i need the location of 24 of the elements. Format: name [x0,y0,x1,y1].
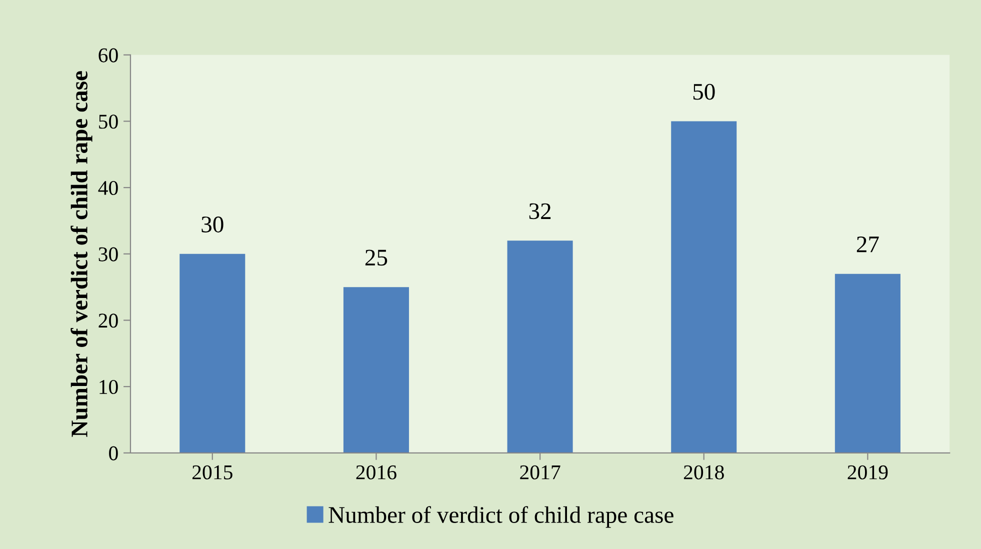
y-tick-label: 20 [98,314,118,328]
y-tick-label: 0 [109,446,118,460]
data-label: 32 [529,203,551,220]
y-tick-label: 50 [99,114,118,129]
x-tick-label: 2018 [684,465,724,480]
data-label: 30 [202,216,224,232]
bar [834,274,900,453]
x-tick-label: 2016 [356,465,396,480]
bar [343,287,409,453]
data-label: 25 [365,250,388,266]
bar [507,240,573,453]
bar [671,121,737,453]
y-tick-label: 40 [98,180,118,196]
x-tick-label: 2015 [192,465,232,480]
x-tick-label: 2017 [520,465,560,480]
y-tick-label: 60 [98,48,118,62]
x-tick-label: 2019 [848,465,888,480]
data-label: 50 [693,84,715,100]
y-axis-title: Number of verdict of child rape case [70,71,92,437]
legend-label: Number of verdict of child rape case [328,506,674,528]
data-label: 27 [856,236,879,252]
y-tick-label: 30 [98,247,118,262]
y-tick-label: 10 [100,380,118,394]
bar [180,254,246,453]
